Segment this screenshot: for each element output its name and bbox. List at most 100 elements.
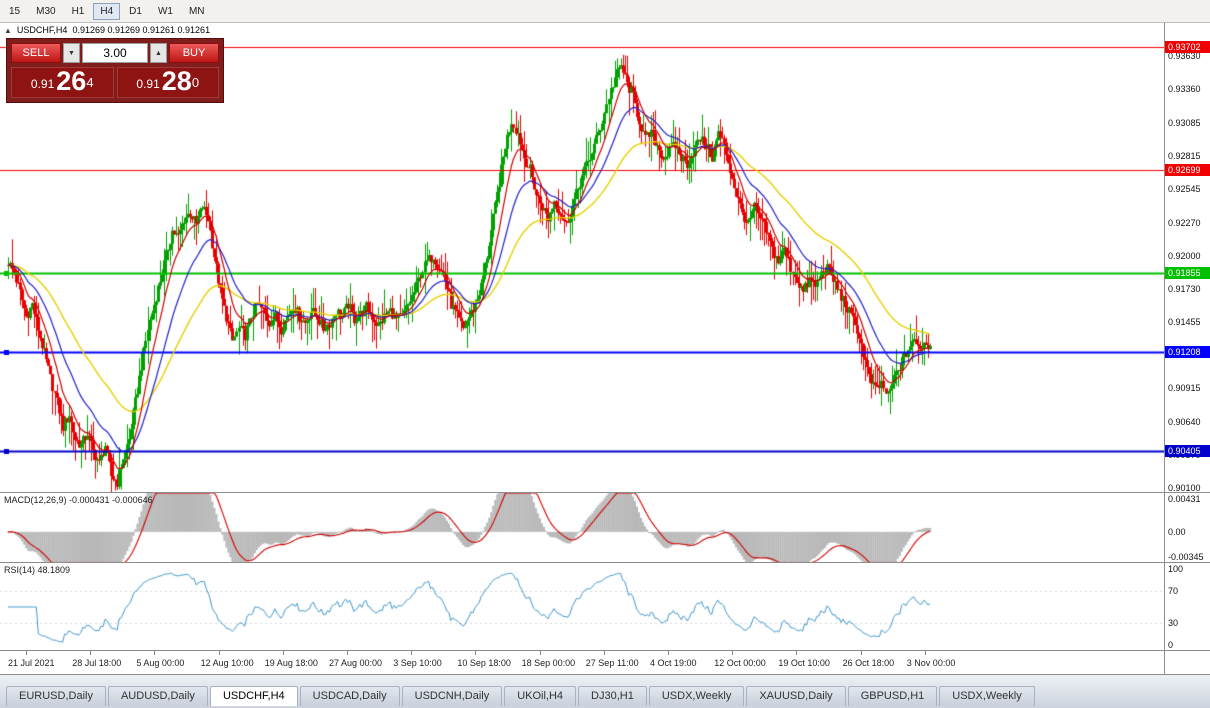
symbol-tab-gbpusd-h1[interactable]: GBPUSD,H1 <box>847 686 938 706</box>
time-axis-label: 27 Sep 11:00 <box>585 658 639 668</box>
time-axis-tick <box>218 651 220 655</box>
rsi-chart-canvas[interactable] <box>0 563 1164 650</box>
chart-tab-bar: EURUSD,Daily AUDUSD,Daily USDCHF,H4 USDCAD,… <box>0 675 1210 708</box>
buy-price-point: 0 <box>191 75 200 90</box>
time-axis-tick <box>26 651 27 655</box>
time-axis-tick <box>668 651 669 655</box>
time-axis-tick <box>603 651 605 655</box>
chart-header: ▲ USDCHF,H4 0.91269 0.91269 0.91261 0.91… <box>4 25 210 35</box>
volume-dropdown-icon[interactable]: ▼ <box>63 43 80 63</box>
buy-price-main: 0.91 <box>136 76 160 91</box>
time-axis-label: 3 Sep 10:00 <box>393 658 442 668</box>
time-axis-tick <box>796 651 798 655</box>
price-axis-label: 0.92270 <box>1168 217 1201 228</box>
sell-price-display: 0.91 26 4 <box>11 67 114 98</box>
time-axis-label: 27 Aug 00:00 <box>329 658 383 668</box>
time-axis-tick <box>347 651 348 655</box>
time-axis-label: 12 Aug 10:00 <box>200 658 254 668</box>
symbol-tab-dj30-h1[interactable]: DJ30,H1 <box>578 686 647 706</box>
timeframe-m30[interactable]: M30 <box>36 5 56 17</box>
buy-price-pips: 28 <box>161 66 192 96</box>
time-axis-label: 3 Nov 00:00 <box>906 658 956 668</box>
rsi-panel: RSI(14) 48.1809 <box>0 563 1164 651</box>
chart-workspace: ▲ USDCHF,H4 0.91269 0.91269 0.91261 0.91… <box>0 23 1210 675</box>
sell-price-pips: 26 <box>56 66 87 96</box>
collapse-icon[interactable]: ▲ <box>4 25 12 35</box>
time-axis-label: 21 Jul 2021 <box>8 658 55 668</box>
symbol-tab-ukoil-h4[interactable]: UKOil,H4 <box>504 686 577 706</box>
price-level-tag: 0.93702 <box>1165 41 1210 54</box>
price-level-tag: 0.91855 <box>1165 267 1210 280</box>
price-axis[interactable]: 0.93630 0.93360 0.93085 0.92815 0.92545 0.922… <box>1164 23 1210 493</box>
time-axis-tick <box>539 651 541 655</box>
macd-axis[interactable]: 0.00431 0.00 -0.00345 <box>1164 493 1210 563</box>
time-axis-tick <box>282 651 284 655</box>
chart-symbol-title: USDCHF,H4 <box>16 25 68 35</box>
price-axis-label: 0.92000 <box>1168 250 1201 261</box>
rsi-axis-label: 100 <box>1168 564 1184 574</box>
time-axis-tick <box>154 651 156 655</box>
symbol-tab-usdcad-daily[interactable]: USDCAD,Daily <box>299 686 400 706</box>
macd-axis-label: 0.00 <box>1168 526 1186 537</box>
time-axis-label: 10 Sep 18:00 <box>457 658 511 668</box>
buy-price-display: 0.91 28 0 <box>116 66 219 98</box>
price-axis-label: 0.92815 <box>1168 150 1201 161</box>
macd-panel: MACD(12,26,9) -0.000431 -0.000646 <box>0 493 1164 563</box>
price-axis-label: 0.91730 <box>1168 283 1201 294</box>
sell-button[interactable]: SELL <box>11 43 61 63</box>
sell-price-point: 4 <box>86 75 94 90</box>
timeframe-w1[interactable]: W1 <box>157 5 173 17</box>
time-axis-tick <box>924 651 926 655</box>
rsi-axis[interactable]: 100 70 30 0 <box>1164 563 1210 651</box>
chart-ohlc-values: 0.91269 0.91269 0.91261 0.91261 <box>72 25 211 35</box>
timeframe-15[interactable]: 15 <box>9 5 21 17</box>
time-axis-label: 26 Oct 18:00 <box>842 658 895 668</box>
sell-price-main: 0.91 <box>30 76 55 91</box>
price-axis-label: 0.93085 <box>1168 117 1201 128</box>
time-axis-tick <box>411 651 413 655</box>
price-level-tag: 0.92699 <box>1165 163 1210 176</box>
time-axis-tick <box>90 651 92 655</box>
time-axis-label: 28 Jul 18:00 <box>72 658 122 668</box>
macd-chart-canvas[interactable] <box>0 493 1164 562</box>
symbol-tab-audusd-daily[interactable]: AUDUSD,Daily <box>107 686 208 706</box>
volume-input[interactable] <box>82 43 148 63</box>
time-axis-label: 12 Oct 00:00 <box>714 658 766 668</box>
volume-increase-icon[interactable]: ▲ <box>150 43 167 63</box>
rsi-label: RSI(14) 48.1809 <box>4 565 71 575</box>
timeframe-h1[interactable]: H1 <box>71 5 85 17</box>
price-axis-label: 0.92545 <box>1168 183 1201 194</box>
buy-button[interactable]: BUY <box>169 43 219 63</box>
axis-corner <box>1164 651 1210 675</box>
symbol-tab-usdx-weekly[interactable]: USDX,Weekly <box>648 686 745 706</box>
price-axis-label: 0.90100 <box>1168 483 1201 493</box>
main-chart-panel: ▲ USDCHF,H4 0.91269 0.91269 0.91261 0.91… <box>0 23 1164 493</box>
macd-label: MACD(12,26,9) -0.000431 -0.000646 <box>4 495 153 505</box>
time-axis-label: 5 Aug 00:00 <box>136 658 185 668</box>
rsi-axis-label: 0 <box>1168 640 1174 650</box>
time-axis-tick <box>860 651 862 655</box>
symbol-tab-usdcnh-daily[interactable]: USDCNH,Daily <box>401 686 503 706</box>
symbol-tab-eurusd-daily[interactable]: EURUSD,Daily <box>6 686 106 706</box>
time-axis[interactable]: 21 Jul 2021 28 Jul 18:00 5 Aug 00:00 12 Aug… <box>0 651 1164 675</box>
rsi-axis-label: 30 <box>1168 618 1179 628</box>
symbol-tab-usdchf-h4[interactable]: USDCHF,H4 <box>209 686 298 706</box>
price-axis-label: 0.93630 <box>1168 51 1201 62</box>
price-level-tag: 0.91208 <box>1165 346 1210 359</box>
price-axis-label: 0.91455 <box>1168 317 1201 328</box>
symbol-tab-usdx-weekly[interactable]: USDX,Weekly <box>939 686 1035 706</box>
time-axis-tick <box>475 651 477 655</box>
timeframe-mn[interactable]: MN <box>188 5 205 17</box>
rsi-axis-label: 70 <box>1168 586 1179 596</box>
time-axis-label: 19 Aug 18:00 <box>264 658 318 668</box>
time-axis-label: 19 Oct 10:00 <box>778 658 830 668</box>
price-axis-label: 0.93360 <box>1168 84 1201 95</box>
timeframe-toolbar: 15 M30 H1 H4 D1 W1 MN <box>0 0 1210 23</box>
one-click-trade-panel: SELL ▼ ▲ BUY 0.91 26 4 0.91 28 0 <box>6 38 224 103</box>
timeframe-h4[interactable]: H4 <box>93 2 121 20</box>
macd-axis-label: -0.00345 <box>1168 552 1204 562</box>
time-axis-label: 18 Sep 00:00 <box>521 658 576 668</box>
time-axis-tick <box>732 651 734 655</box>
timeframe-d1[interactable]: D1 <box>129 5 142 17</box>
symbol-tab-xauusd-daily[interactable]: XAUUSD,Daily <box>746 686 846 706</box>
